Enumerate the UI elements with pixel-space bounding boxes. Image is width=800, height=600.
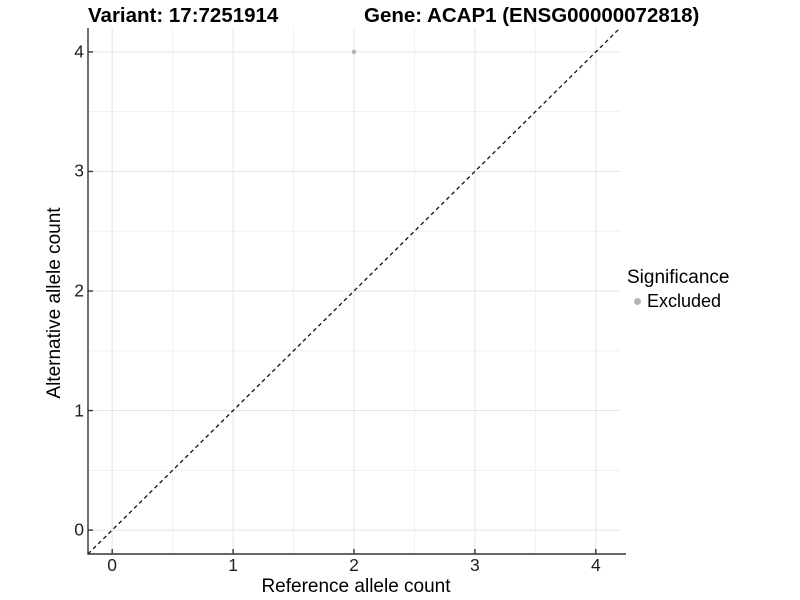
x-axis-label: Reference allele count (261, 576, 451, 597)
legend-item-excluded: Excluded (627, 291, 729, 312)
y-axis-label: Alternative allele count (44, 207, 65, 399)
x-tick-label: 4 (590, 555, 601, 575)
x-tick-label: 3 (470, 555, 480, 575)
y-tick-label: 4 (74, 41, 84, 62)
data-point (351, 49, 357, 55)
variant-title: Variant: 17:7251914 (88, 4, 279, 27)
excluded-point-icon (634, 298, 641, 305)
gene-title: Gene: ACAP1 (ENSG00000072818) (364, 4, 700, 27)
plot-canvas (87, 28, 626, 555)
x-tick-label: 2 (349, 555, 359, 575)
legend: Significance Excluded (627, 267, 729, 312)
x-tick-label: 1 (228, 555, 238, 575)
x-tick-label: 0 (107, 555, 118, 575)
y-tick-label: 2 (74, 280, 84, 301)
y-tick-label: 3 (74, 160, 84, 181)
legend-title: Significance (627, 267, 730, 288)
legend-item-label: Excluded (647, 291, 722, 311)
y-tick-label: 0 (74, 519, 84, 540)
identity-reference-line (87, 28, 621, 555)
y-tick-label: 1 (74, 400, 84, 421)
